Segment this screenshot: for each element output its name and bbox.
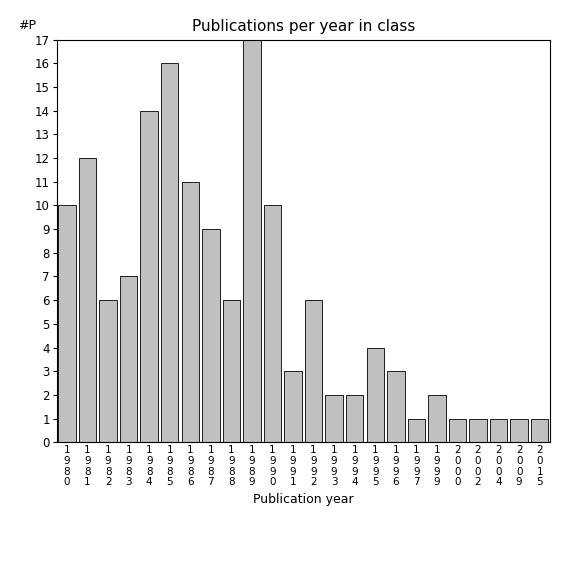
Bar — [264, 205, 281, 442]
Bar — [120, 277, 137, 442]
Bar — [510, 418, 528, 442]
Bar — [79, 158, 96, 442]
Bar — [490, 418, 507, 442]
Bar — [408, 418, 425, 442]
Bar — [181, 182, 199, 442]
Bar — [202, 229, 219, 442]
Bar — [284, 371, 302, 442]
Bar — [305, 300, 323, 442]
X-axis label: Publication year: Publication year — [253, 493, 354, 506]
Bar — [469, 418, 487, 442]
Bar — [428, 395, 446, 442]
Title: Publications per year in class: Publications per year in class — [192, 19, 415, 35]
Bar — [99, 300, 117, 442]
Bar — [141, 111, 158, 442]
Bar — [448, 418, 466, 442]
Bar — [531, 418, 548, 442]
Y-axis label: #P: #P — [18, 19, 36, 32]
Bar — [366, 348, 384, 442]
Bar — [243, 40, 261, 442]
Bar — [223, 300, 240, 442]
Bar — [325, 395, 343, 442]
Bar — [346, 395, 363, 442]
Bar — [58, 205, 76, 442]
Bar — [387, 371, 405, 442]
Bar — [161, 64, 179, 442]
